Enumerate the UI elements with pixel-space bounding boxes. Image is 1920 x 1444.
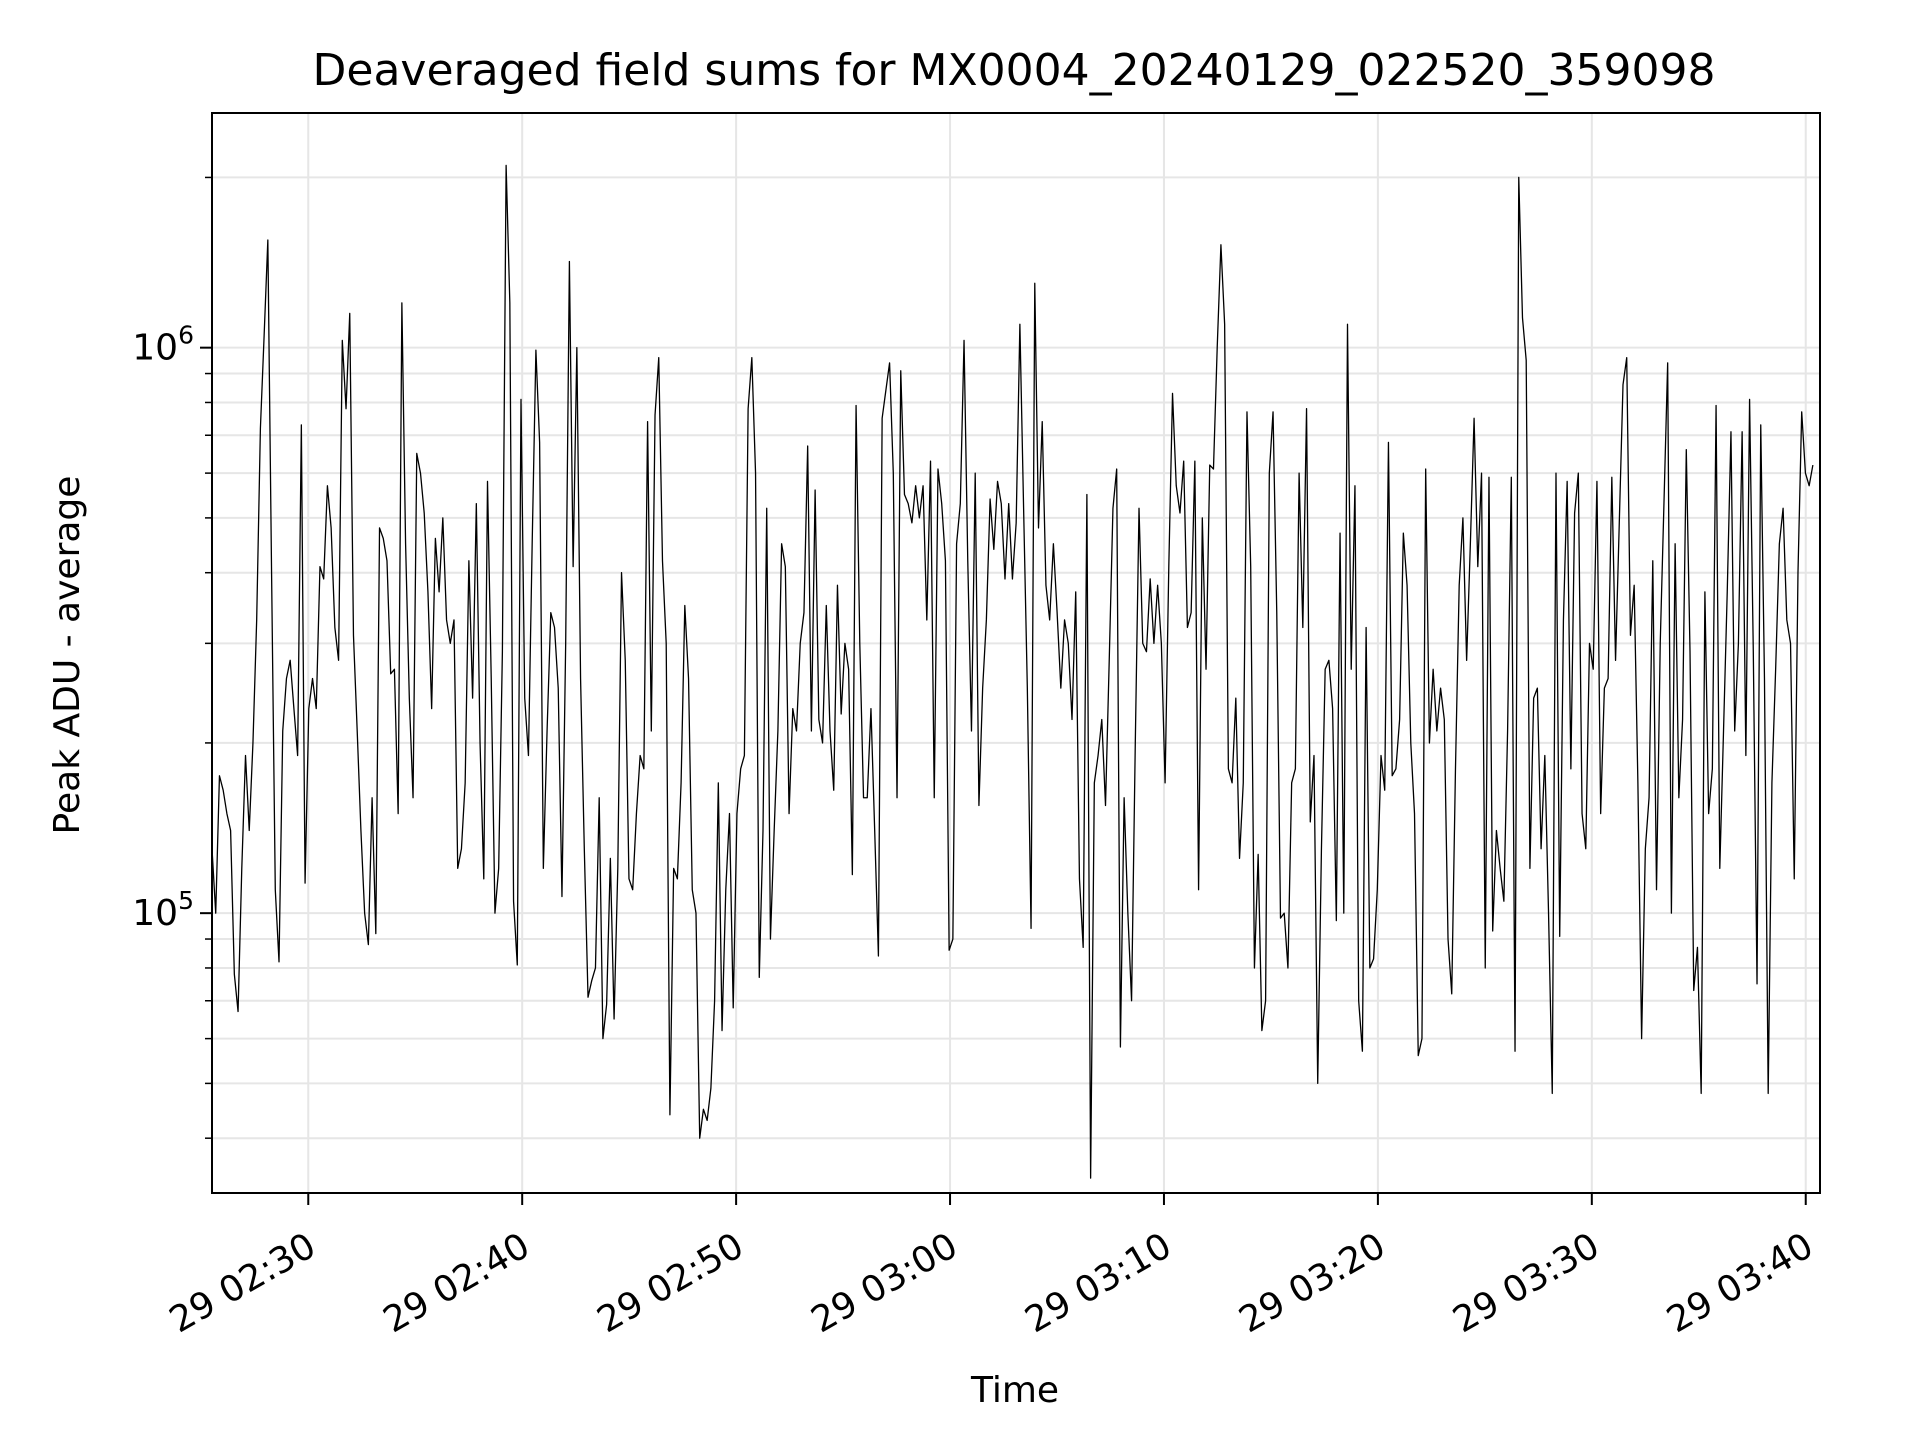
x-axis-label: Time [970, 1370, 1059, 1411]
y-tick-label: 106 [132, 321, 194, 369]
y-tick-label: 105 [132, 886, 194, 934]
grid-lines [212, 113, 1820, 1193]
chart-title: Deaveraged field sums for MX0004_2024012… [313, 45, 1716, 96]
y-axis-label: Peak ADU - average [47, 476, 88, 835]
plot-lines [211, 164, 1814, 1179]
series-line [211, 164, 1814, 1179]
plot-area-frame [211, 112, 1821, 1194]
